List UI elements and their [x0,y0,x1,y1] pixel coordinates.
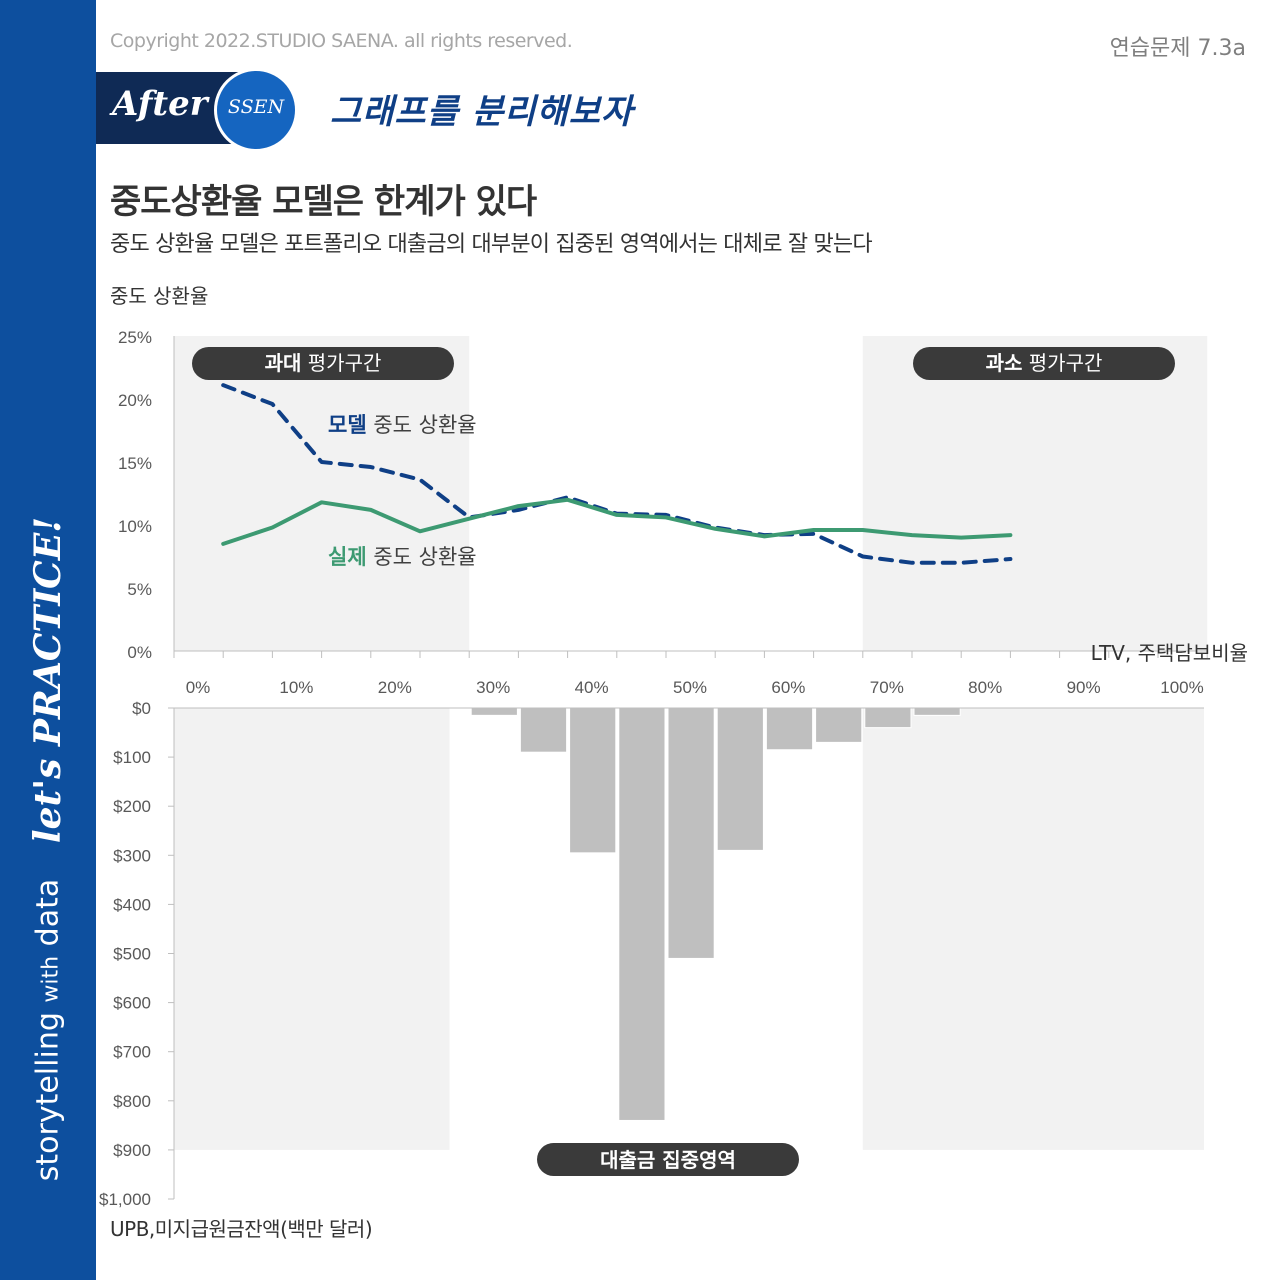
region-pill-bold-0: 과대 [265,351,302,375]
bar-y-tick-label: $0 [132,699,151,718]
series-label-model-rest: 중도 상환율 [367,413,477,437]
line-x-axis-label: LTV, 주택담보비율 [1091,641,1248,665]
region-pill-bold-1: 과소 [986,351,1023,375]
series-label-model: 모델 중도 상환율 [328,413,477,437]
bar-shade-region-1 [862,708,1204,1150]
concentration-pill [537,1143,799,1176]
line-y-axis-label: 중도 상환율 [110,284,208,308]
line-x-tick-label: 60% [771,678,805,697]
line-shade-region-1 [862,336,1208,651]
upb-bar [716,707,764,851]
upb-bar [864,707,912,729]
page-subtitle: 중도 상환율 모델은 포트폴리오 대출금의 대부분이 집중된 영역에서는 대체로… [110,232,873,257]
line-x-tick-label: 80% [968,678,1002,697]
bar-y-tick-label: $900 [113,1141,151,1160]
upb-bar [913,707,961,716]
series-label-model-bold: 모델 [328,413,367,437]
sidebar: let's PRACTICE! storytelling with data [0,0,96,1280]
upb-bar [618,707,666,1121]
upb-bar [569,707,617,854]
line-y-tick-label: 25% [118,328,152,347]
line-shade-region-0 [174,336,470,651]
line-y-tick-label: 15% [118,454,152,473]
region-pill-rest-1: 평가구간 [1022,351,1102,375]
line-x-tick-label: 30% [476,678,510,697]
upb-bar [815,707,863,743]
bar-shade-region-0 [174,708,450,1150]
ssen-label: SSEN [227,96,285,118]
line-x-tick-label: 10% [279,678,313,697]
bar-y-tick-label: $100 [113,748,151,767]
bar-y-tick-label: $700 [113,1043,151,1062]
bar-y-tick-label: $600 [113,994,151,1013]
copyright: Copyright 2022.STUDIO SAENA. all rights … [110,30,573,52]
bar-y-tick-label: $200 [113,797,151,816]
upb-bar [470,707,518,716]
bar-y-tick-label: $800 [113,1092,151,1111]
line-y-tick-label: 20% [118,391,152,410]
ssen-badge [214,68,298,152]
line-x-tick-label: 70% [870,678,904,697]
line-y-tick-label: 0% [127,643,152,662]
series-label-actual-rest: 중도 상환율 [367,545,477,569]
hand-title: 그래프를 분리해보자 [330,92,634,132]
line-x-tick-label: 0% [186,678,211,697]
after-label: After [112,84,208,124]
exercise-number: 연습문제 7.3a [1109,36,1246,61]
line-x-tick-label: 40% [575,678,609,697]
upb-bar [667,707,715,959]
series-label-actual: 실제 중도 상환율 [328,545,477,569]
bar-y-tick-label: $1,000 [99,1190,151,1209]
region-pill-label-1: 과소 평가구간 [986,351,1103,375]
series-label-actual-bold: 실제 [328,545,367,569]
page-title: 중도상환율 모델은 한계가 있다 [110,182,537,222]
bar-y-axis-label: UPB,미지급원금잔액(백만 달러) [110,1217,372,1241]
line-y-tick-label: 10% [118,517,152,536]
region-pill-rest-0: 평가구간 [301,351,381,375]
bar-y-tick-label: $300 [113,846,151,865]
line-x-tick-label: 50% [673,678,707,697]
concentration-pill-label: 대출금 집중영역 [600,1148,736,1172]
line-x-tick-label: 90% [1067,678,1101,697]
region-pill-1 [913,347,1175,380]
line-x-tick-label: 100% [1160,678,1203,697]
line-x-tick-label: 20% [378,678,412,697]
bar-y-tick-label: $400 [113,895,151,914]
upb-bar [519,707,568,753]
region-pill-0 [192,347,454,380]
upb-bar [765,707,814,751]
line-y-tick-label: 5% [127,580,152,599]
bar-y-tick-label: $500 [113,945,151,964]
region-pill-label-0: 과대 평가구간 [265,351,382,375]
